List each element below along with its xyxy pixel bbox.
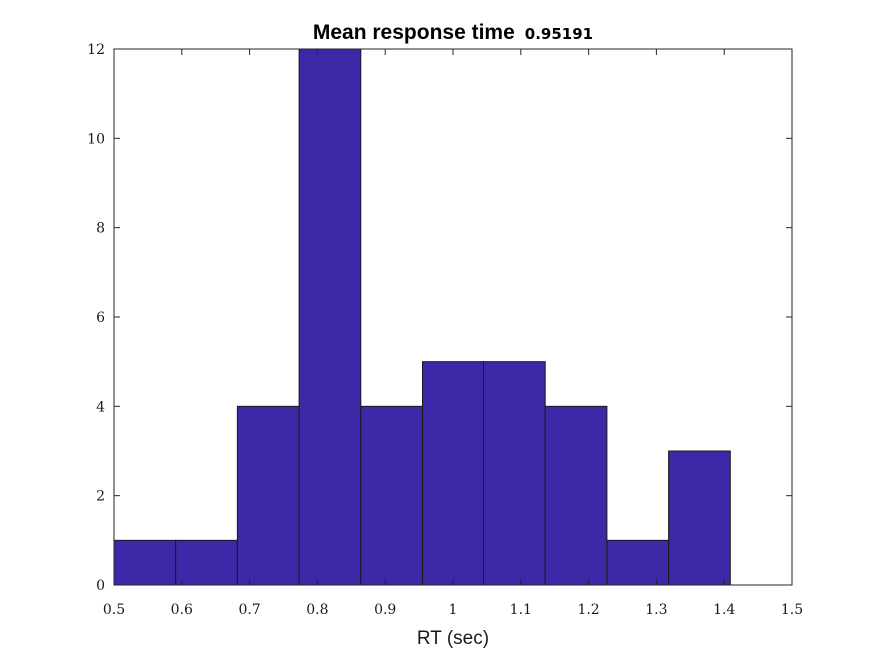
histogram-bar xyxy=(236,405,300,586)
chart-title-value: 0.95191 xyxy=(525,25,593,43)
x-tick-label: 1.2 xyxy=(577,602,599,618)
histogram-bar xyxy=(544,405,608,586)
y-tick-label: 12 xyxy=(87,42,105,58)
histogram-bar xyxy=(175,539,238,586)
x-tick-label: 0.7 xyxy=(238,602,260,618)
x-axis-label: RT (sec) xyxy=(417,628,489,649)
histogram-bar xyxy=(668,450,731,586)
y-tick-label: 0 xyxy=(96,578,105,594)
x-tick-label: 0.9 xyxy=(374,602,396,618)
x-tick-label: 0.6 xyxy=(171,602,193,618)
x-tick-label: 1.1 xyxy=(510,602,532,618)
y-tick-label: 8 xyxy=(96,221,105,237)
chart-title: Mean response time 0.95191 xyxy=(313,21,593,44)
histogram-bar xyxy=(113,539,177,586)
histogram-bars xyxy=(113,48,731,586)
y-tick-label: 4 xyxy=(96,399,105,415)
y-tick-label: 10 xyxy=(87,131,105,147)
x-axis-ticks: 0.5 0.6 0.7 0.8 0.9 1 1.1 1.2 1.3 1.4 1.5 xyxy=(103,49,803,618)
histogram-bar xyxy=(483,361,546,586)
histogram-bar xyxy=(298,48,362,586)
y-axis-ticks: 0 2 4 6 8 10 12 xyxy=(87,42,792,594)
x-tick-label: 1 xyxy=(449,602,458,618)
histogram-bar xyxy=(360,405,423,586)
x-tick-label: 1.5 xyxy=(781,602,803,618)
histogram-bar xyxy=(606,539,670,586)
y-tick-label: 6 xyxy=(96,310,105,326)
x-tick-label: 0.8 xyxy=(306,602,328,618)
x-tick-label: 0.5 xyxy=(103,602,125,618)
y-tick-label: 2 xyxy=(96,489,105,505)
x-tick-label: 1.4 xyxy=(713,602,735,618)
histogram-bar xyxy=(421,361,485,586)
x-tick-label: 1.3 xyxy=(645,602,667,618)
chart-title-text: Mean response time xyxy=(313,21,515,44)
